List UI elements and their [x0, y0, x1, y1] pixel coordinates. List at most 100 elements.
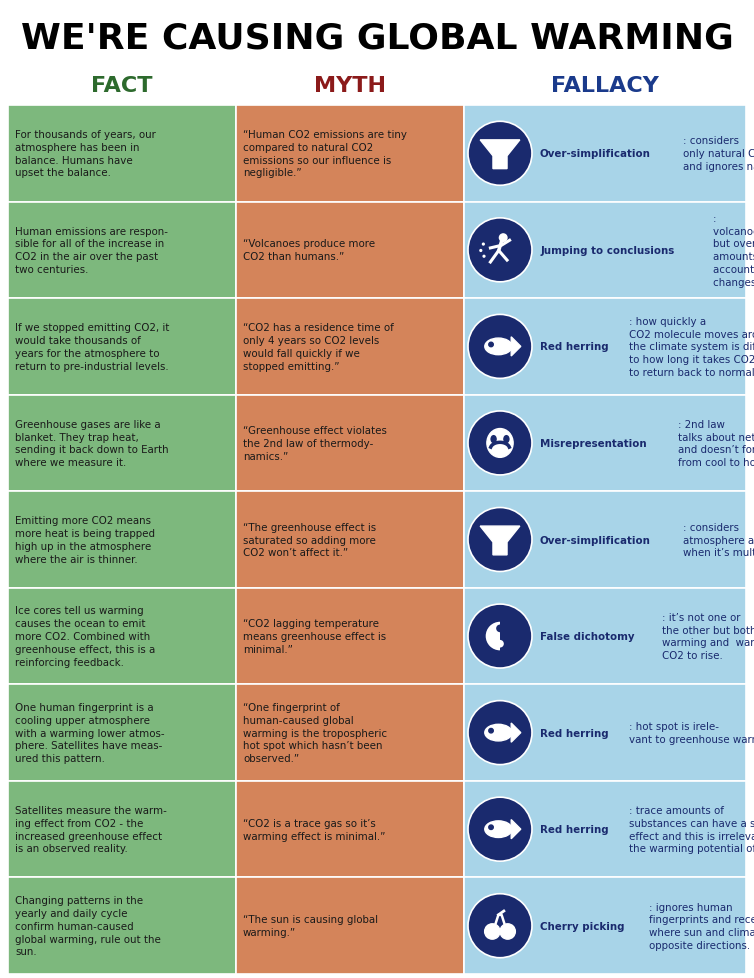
Circle shape — [468, 894, 532, 957]
Circle shape — [485, 924, 500, 939]
Ellipse shape — [503, 435, 510, 444]
Circle shape — [498, 234, 507, 243]
Text: WE'RE CAUSING GLOBAL WARMING: WE'RE CAUSING GLOBAL WARMING — [20, 22, 734, 55]
Circle shape — [468, 219, 532, 283]
Text: Ice cores tell us warming
causes the ocean to emit
more CO2. Combined with
green: Ice cores tell us warming causes the oce… — [15, 605, 155, 667]
Text: Changing patterns in the
yearly and daily cycle
confirm human-caused
global warm: Changing patterns in the yearly and dail… — [15, 895, 161, 956]
Bar — [236, 299, 464, 395]
Bar — [8, 877, 236, 974]
Text: False dichotomy: False dichotomy — [540, 632, 635, 642]
Bar — [464, 492, 746, 588]
Ellipse shape — [485, 338, 512, 355]
Bar — [236, 685, 464, 781]
Circle shape — [468, 508, 532, 572]
Bar — [8, 106, 236, 202]
Text: Human emissions are respon-
sible for all of the increase in
CO2 in the air over: Human emissions are respon- sible for al… — [15, 226, 168, 275]
Bar — [464, 299, 746, 395]
Text: : hot spot is irele-
vant to greenhouse warming.: : hot spot is irele- vant to greenhouse … — [629, 722, 754, 744]
Bar — [8, 299, 236, 395]
Text: Red herring: Red herring — [540, 342, 608, 352]
Ellipse shape — [487, 429, 513, 458]
Text: “Human CO2 emissions are tiny
compared to natural CO2
emissions so our influence: “Human CO2 emissions are tiny compared t… — [243, 130, 407, 178]
Text: FALLACY: FALLACY — [551, 76, 659, 96]
Text: : trace amounts of
substances can have a strong
effect and this is irrelevant to: : trace amounts of substances can have a… — [629, 805, 754, 854]
Polygon shape — [511, 820, 521, 839]
Text: Red herring: Red herring — [540, 824, 608, 834]
Text: Over-simplification: Over-simplification — [540, 535, 651, 545]
Text: Jumping to conclusions: Jumping to conclusions — [540, 245, 674, 255]
Text: Over-simplification: Over-simplification — [540, 149, 651, 159]
Circle shape — [489, 825, 493, 829]
Circle shape — [468, 604, 532, 668]
Bar — [464, 588, 746, 685]
Circle shape — [468, 701, 532, 765]
Text: Satellites measure the warm-
ing effect from CO2 - the
increased greenhouse effe: Satellites measure the warm- ing effect … — [15, 805, 167, 854]
Circle shape — [489, 343, 493, 347]
Text: “One fingerprint of
human-caused global
warming is the tropospheric
hot spot whi: “One fingerprint of human-caused global … — [243, 702, 387, 764]
Bar — [8, 685, 236, 781]
Bar — [464, 395, 746, 492]
Text: : considers
only natural CO2 emissions
and ignores natural CO2 sinks.: : considers only natural CO2 emissions a… — [683, 136, 754, 172]
Bar — [464, 877, 746, 974]
Text: “Volcanoes produce more
CO2 than humans.”: “Volcanoes produce more CO2 than humans.… — [243, 240, 375, 262]
Text: Greenhouse gases are like a
blanket. They trap heat,
sending it back down to Ear: Greenhouse gases are like a blanket. The… — [15, 420, 169, 467]
Bar — [8, 588, 236, 685]
Wedge shape — [500, 621, 516, 651]
Circle shape — [480, 249, 483, 253]
Text: : how quickly a
CO2 molecule moves around
the climate system is different
to how: : how quickly a CO2 molecule moves aroun… — [629, 317, 754, 378]
Text: Emitting more CO2 means
more heat is being trapped
high up in the atmosphere
whe: Emitting more CO2 means more heat is bei… — [15, 515, 155, 564]
Ellipse shape — [485, 725, 512, 741]
Text: : 2nd law
talks about net flow of energy
and doesn’t forbid some flow
from cool : : 2nd law talks about net flow of energy… — [678, 420, 754, 467]
Circle shape — [496, 641, 504, 647]
Text: Misrepresentation: Misrepresentation — [540, 438, 647, 449]
Text: If we stopped emitting CO2, it
would take thousands of
years for the atmosphere : If we stopped emitting CO2, it would tak… — [15, 323, 170, 372]
Text: Cherry picking: Cherry picking — [540, 920, 624, 931]
Text: MYTH: MYTH — [314, 76, 386, 96]
Bar — [8, 395, 236, 492]
Text: : considers
atmosphere as a single layer
when it’s multiple layers.: : considers atmosphere as a single layer… — [683, 522, 754, 557]
Bar — [236, 492, 464, 588]
Circle shape — [468, 797, 532, 862]
Circle shape — [500, 924, 516, 939]
Bar — [464, 106, 746, 202]
Ellipse shape — [490, 435, 497, 444]
Bar — [236, 877, 464, 974]
Ellipse shape — [485, 821, 512, 837]
Bar — [8, 781, 236, 877]
Text: “The sun is causing global
warming.”: “The sun is causing global warming.” — [243, 914, 378, 937]
Wedge shape — [485, 621, 500, 651]
Bar — [236, 781, 464, 877]
Text: “The greenhouse effect is
saturated so adding more
CO2 won’t affect it.”: “The greenhouse effect is saturated so a… — [243, 522, 376, 557]
Text: “Greenhouse effect violates
the 2nd law of thermody-
namics.”: “Greenhouse effect violates the 2nd law … — [243, 425, 387, 462]
Text: “CO2 lagging temperature
means greenhouse effect is
minimal.”: “CO2 lagging temperature means greenhous… — [243, 619, 386, 654]
Polygon shape — [480, 141, 520, 169]
Text: : ignores human
fingerprints and recent period
where sun and climate move in
opp: : ignores human fingerprints and recent … — [649, 902, 754, 950]
Text: “CO2 has a residence time of
only 4 years so CO2 levels
would fall quickly if we: “CO2 has a residence time of only 4 year… — [243, 323, 394, 372]
Text: : it’s not one or
the other but both. CO2 causes
warming and  warming causes
CO2: : it’s not one or the other but both. CO… — [662, 612, 754, 660]
Bar — [464, 685, 746, 781]
Circle shape — [468, 122, 532, 186]
Circle shape — [468, 412, 532, 475]
Circle shape — [496, 625, 504, 633]
Polygon shape — [480, 526, 520, 556]
Bar — [236, 588, 464, 685]
Text: For thousands of years, our
atmosphere has been in
balance. Humans have
upset th: For thousands of years, our atmosphere h… — [15, 130, 156, 178]
Text: :
volcanoes do produce CO2,
but over recent centuries the
amounts are too small : : volcanoes do produce CO2, but over rec… — [713, 213, 754, 288]
Bar — [8, 492, 236, 588]
Circle shape — [483, 255, 486, 258]
Text: Red herring: Red herring — [540, 728, 608, 737]
Circle shape — [482, 244, 485, 246]
Circle shape — [489, 729, 493, 734]
Text: One human fingerprint is a
cooling upper atmosphere
with a warming lower atmos-
: One human fingerprint is a cooling upper… — [15, 702, 164, 764]
Bar — [236, 202, 464, 299]
Bar — [236, 395, 464, 492]
Polygon shape — [511, 337, 521, 357]
Bar — [464, 781, 746, 877]
Polygon shape — [511, 724, 521, 742]
Bar — [8, 202, 236, 299]
Bar — [236, 106, 464, 202]
Text: FACT: FACT — [91, 76, 153, 96]
Text: “CO2 is a trace gas so it’s
warming effect is minimal.”: “CO2 is a trace gas so it’s warming effe… — [243, 818, 385, 841]
Bar — [464, 202, 746, 299]
Circle shape — [468, 315, 532, 379]
